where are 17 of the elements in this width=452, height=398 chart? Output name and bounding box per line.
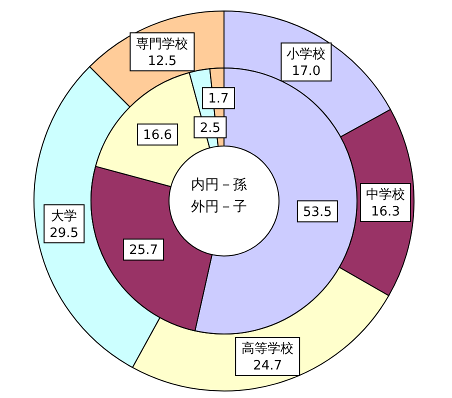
- data-label: 17.0: [292, 64, 321, 79]
- slice-label: 専門学校: [136, 36, 188, 52]
- data-label: 2.5: [200, 120, 221, 136]
- slice-label: 高等学校: [242, 340, 294, 357]
- data-label: 25.7: [129, 243, 158, 258]
- data-label: 12.5: [148, 54, 177, 69]
- data-label: 16.3: [371, 204, 400, 220]
- data-label: 16.6: [143, 128, 172, 144]
- data-label: 24.7: [253, 358, 282, 374]
- slice-label: 中学校: [366, 188, 405, 203]
- text: 外円－子: [190, 198, 248, 217]
- slice-label: 大学: [51, 208, 78, 224]
- text: 内円－孫: [190, 176, 248, 195]
- data-label: 1.7: [208, 92, 229, 107]
- slice-label: 小学校: [286, 46, 326, 62]
- data-label: 29.5: [50, 226, 79, 241]
- data-label: 53.5: [302, 204, 332, 220]
